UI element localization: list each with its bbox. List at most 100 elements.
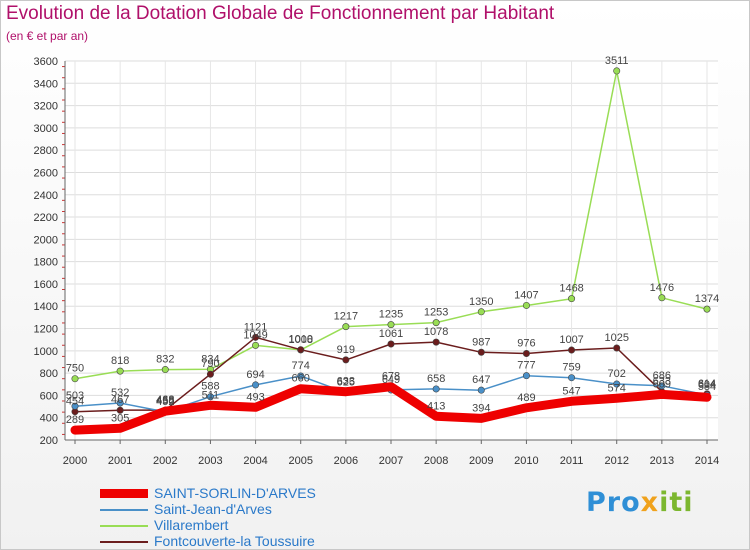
y-tick-label: 1800 — [34, 257, 58, 269]
data-label: 1253 — [424, 307, 448, 319]
x-tick-label: 2010 — [514, 455, 538, 467]
data-point — [206, 393, 214, 401]
data-label: 584 — [698, 381, 716, 393]
y-tick-label: 600 — [40, 390, 58, 402]
chart-subtitle: (en € et par an) — [6, 29, 89, 43]
x-tick-label: 2014 — [695, 455, 719, 467]
data-label: 1008 — [288, 334, 312, 346]
data-label: 976 — [517, 337, 535, 349]
data-label: 818 — [111, 355, 129, 367]
data-point — [658, 382, 666, 390]
legend-swatch-villarembert — [100, 525, 148, 527]
x-tick-label: 2000 — [63, 455, 87, 467]
x-tick-label: 2007 — [379, 455, 403, 467]
y-tick-label: 3000 — [34, 123, 58, 135]
data-point — [342, 323, 350, 331]
data-point — [432, 338, 440, 346]
data-label: 790 — [201, 358, 219, 370]
data-label: 649 — [382, 374, 400, 386]
data-label: 633 — [653, 376, 671, 388]
data-point — [71, 402, 79, 410]
legend-swatch-fontcouverte — [100, 541, 148, 543]
data-point — [658, 294, 666, 302]
data-label: 467 — [111, 394, 129, 406]
data-point — [297, 372, 305, 380]
data-label: 647 — [472, 374, 490, 386]
data-point — [252, 333, 260, 341]
data-label: 625 — [337, 377, 355, 389]
x-tick-label: 2013 — [650, 455, 674, 467]
data-label: 468 — [156, 394, 174, 406]
x-tick-label: 2004 — [243, 455, 267, 467]
data-point — [252, 381, 260, 389]
data-label-layer: 289 305 458 511 493 660 633 678 413 394 489 547 574 6… — [66, 55, 719, 426]
y-tick-label: 2800 — [34, 145, 58, 157]
y-tick-label: 2200 — [34, 212, 58, 224]
data-label: 658 — [427, 373, 445, 385]
series-line-0 — [70, 382, 712, 435]
data-label: 834 — [201, 353, 219, 365]
data-point — [522, 301, 530, 309]
data-point — [477, 386, 485, 394]
legend-label-saint-jean: Saint-Jean-d'Arves — [154, 501, 272, 517]
data-point — [206, 370, 214, 378]
data-label: 1025 — [604, 332, 628, 344]
x-tick-label: 2009 — [469, 455, 493, 467]
y-tick-label: 1200 — [34, 324, 58, 336]
data-point — [252, 341, 260, 349]
series-layer — [70, 67, 712, 435]
data-label: 3511 — [605, 55, 629, 67]
y-tick-label: 3600 — [34, 56, 58, 68]
data-label: 458 — [156, 395, 174, 407]
logo-part-3: iti — [659, 487, 694, 518]
data-label: 511 — [202, 389, 220, 401]
data-label: 574 — [608, 382, 626, 394]
data-label: 686 — [653, 370, 671, 382]
data-label: 493 — [246, 391, 264, 403]
y-tick-label: 1600 — [34, 279, 58, 291]
data-label: 678 — [382, 371, 400, 383]
data-point — [116, 399, 124, 407]
proxiti-logo: Proxiti — [586, 487, 694, 518]
data-label: 1049 — [243, 329, 267, 341]
data-label: 1217 — [334, 311, 358, 323]
axis-layer: 200 400 600 800 1000 1200 1400 1600 1800 2000 2200… — [34, 56, 720, 467]
x-tick-label: 2002 — [153, 455, 177, 467]
data-point — [342, 356, 350, 364]
data-label: 1121 — [244, 321, 268, 333]
data-point — [568, 295, 576, 303]
data-label: 588 — [201, 381, 219, 393]
data-point — [522, 372, 530, 380]
y-tick-label: 1400 — [34, 301, 58, 313]
data-label: 1407 — [514, 289, 538, 301]
y-tick-label: 2000 — [34, 234, 58, 246]
data-label: 633 — [337, 376, 355, 388]
chart-title: Evolution de la Dotation Globale de Fonc… — [6, 3, 555, 24]
x-tick-label: 2005 — [288, 455, 312, 467]
data-point — [432, 385, 440, 393]
data-point — [477, 308, 485, 316]
data-point — [71, 375, 79, 383]
data-point — [703, 305, 711, 313]
data-label: 694 — [246, 369, 264, 381]
y-tick-label: 2600 — [34, 167, 58, 179]
data-label: 759 — [562, 362, 580, 374]
x-tick-label: 2006 — [334, 455, 358, 467]
data-label: 489 — [517, 392, 535, 404]
data-label: 413 — [427, 400, 445, 412]
data-label: 774 — [292, 360, 310, 372]
data-label: 609 — [653, 378, 671, 390]
data-point — [116, 367, 124, 375]
data-label: 454 — [66, 396, 84, 408]
legend-label-villarembert: Villarembert — [154, 517, 229, 533]
data-label: 1468 — [559, 283, 583, 295]
data-point — [116, 406, 124, 414]
y-tick-label: 1000 — [34, 346, 58, 358]
data-point — [387, 321, 395, 329]
data-label: 702 — [608, 368, 626, 380]
y-tick-label: 3400 — [34, 78, 58, 90]
data-label: 305 — [111, 412, 129, 424]
x-tick-label: 2008 — [424, 455, 448, 467]
data-label: 919 — [337, 344, 355, 356]
